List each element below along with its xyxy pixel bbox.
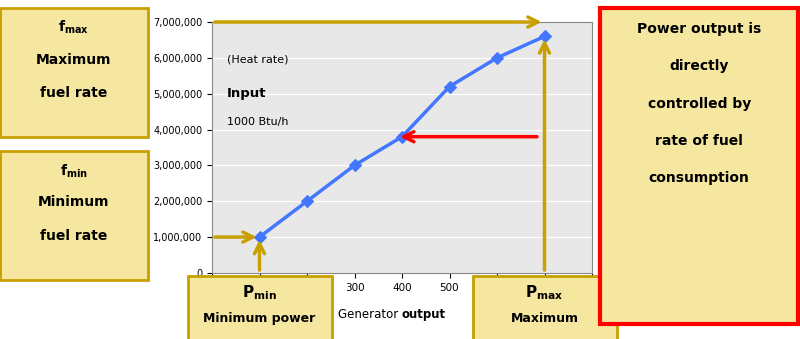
Text: rate of fuel: rate of fuel — [655, 134, 743, 148]
Text: controlled by: controlled by — [647, 97, 751, 111]
Point — [443, 84, 456, 89]
Text: 1000 Btu/h: 1000 Btu/h — [227, 117, 289, 127]
Text: Minimum power: Minimum power — [203, 312, 316, 325]
Text: Minimum: Minimum — [38, 195, 110, 209]
Text: Maximum: Maximum — [36, 53, 111, 66]
Point — [490, 55, 503, 61]
Point — [301, 199, 314, 204]
Text: $\mathbf{P_{max}}$: $\mathbf{P_{max}}$ — [526, 283, 564, 302]
Text: output: output — [402, 308, 446, 321]
Text: $\mathbf{P_{min}}$: $\mathbf{P_{min}}$ — [242, 283, 277, 302]
Point — [348, 163, 361, 168]
Text: Maximum: Maximum — [510, 312, 578, 325]
Text: directly: directly — [670, 59, 729, 73]
Point — [253, 234, 266, 240]
Text: Power output is: Power output is — [637, 22, 762, 36]
Point — [538, 34, 551, 39]
Text: Generator: Generator — [338, 308, 402, 321]
Text: $\mathbf{f_{max}}$: $\mathbf{f_{max}}$ — [58, 19, 89, 36]
Text: consumption: consumption — [649, 171, 750, 185]
Text: (MW): (MW) — [486, 308, 520, 321]
Text: fuel rate: fuel rate — [40, 86, 107, 100]
Text: Input: Input — [227, 87, 266, 100]
Point — [396, 134, 409, 139]
Text: $\mathbf{f_{min}}$: $\mathbf{f_{min}}$ — [60, 163, 87, 180]
Text: fuel rate: fuel rate — [40, 229, 107, 243]
Text: (Heat rate): (Heat rate) — [227, 55, 289, 65]
